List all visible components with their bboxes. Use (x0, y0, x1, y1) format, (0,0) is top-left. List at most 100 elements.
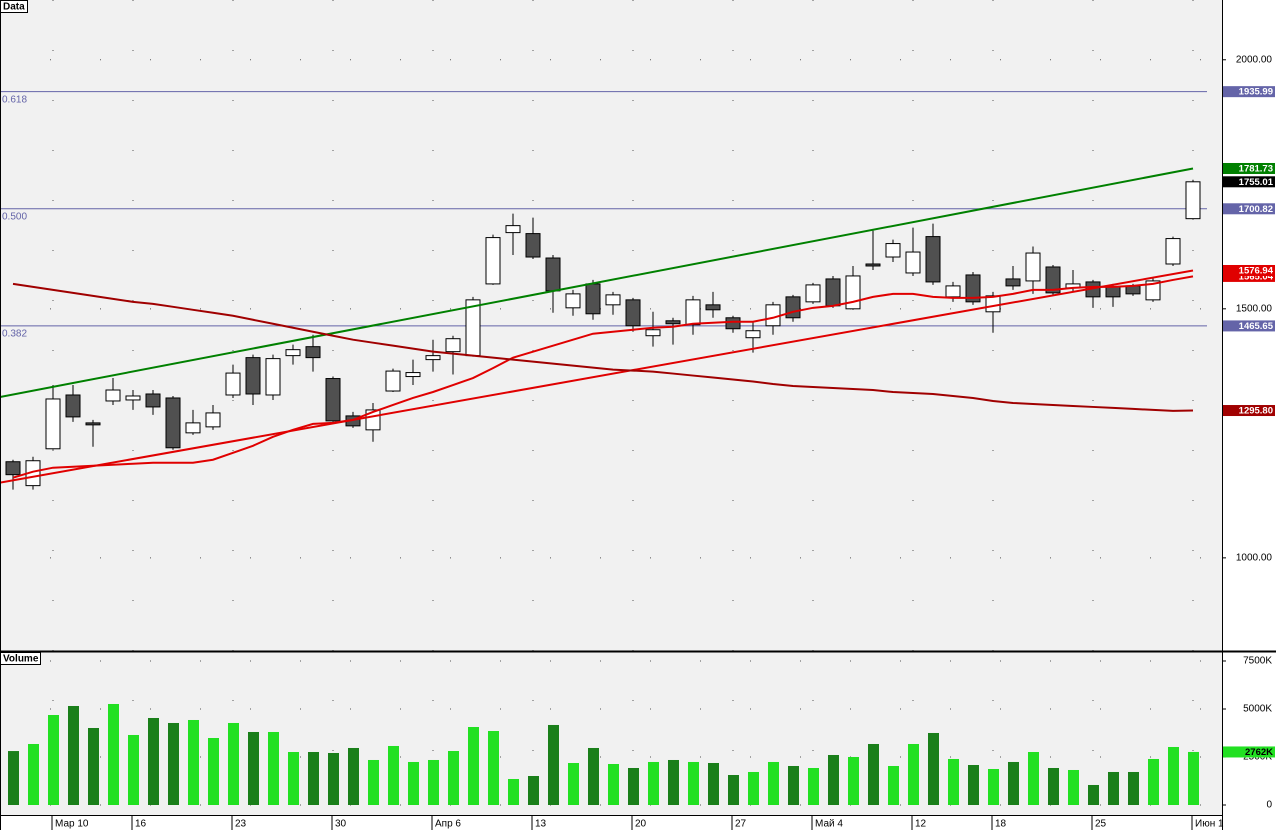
price-tag (1223, 162, 1275, 174)
candle-body (725, 317, 741, 330)
x-tick-label: 27 (735, 819, 747, 830)
x-tick-label: 12 (915, 819, 927, 830)
x-tick-label: 25 (1095, 819, 1107, 830)
price-tag-label: 1700.82 (1239, 204, 1273, 215)
volume-bar (668, 759, 679, 805)
trendline (0, 167, 1194, 398)
candle-body (1005, 278, 1021, 287)
candle-body (885, 243, 901, 258)
volume-bar (448, 751, 459, 805)
x-tick-label: 30 (335, 819, 347, 830)
candle-body (265, 358, 281, 396)
candle-body (685, 299, 701, 326)
candle-body (965, 274, 981, 303)
x-tick-label: 20 (635, 819, 647, 830)
price-tag (1223, 264, 1275, 276)
volume-bar (408, 761, 419, 805)
volume-bar (128, 734, 139, 805)
volume-bar (48, 714, 59, 805)
volume-bar (868, 743, 879, 805)
candle-body (485, 237, 501, 285)
candle-body (125, 395, 141, 401)
volume-bar (988, 768, 999, 805)
x-tick-label: Май 4 (815, 819, 843, 830)
volume-bar (1188, 751, 1199, 805)
price-tag (1223, 405, 1275, 417)
volume-bar (168, 722, 179, 805)
price-tag (1223, 203, 1275, 215)
candle-body (665, 320, 681, 325)
volume-bar (1008, 761, 1019, 805)
candle-body (545, 257, 561, 292)
candle-body (385, 370, 401, 392)
volume-bar (28, 743, 39, 805)
volume-bar (628, 767, 639, 805)
candle-body (645, 329, 661, 337)
candle-body (65, 394, 81, 418)
volume-bar (148, 717, 159, 805)
volume-bar (1068, 769, 1079, 805)
candle-body (785, 296, 801, 319)
candle-body (325, 378, 341, 422)
candle-body (1025, 252, 1041, 282)
candle-body (85, 422, 101, 426)
candle-body (865, 263, 881, 267)
volume-bar (888, 765, 899, 805)
level-label: 0.382 (2, 329, 27, 340)
volume-bar (328, 752, 339, 805)
y-tick-label: 2000.00 (1236, 54, 1273, 65)
candle-body (745, 330, 761, 339)
y-tick-label: 7500K (1243, 656, 1272, 667)
volume-bar (108, 703, 119, 805)
volume-bar (908, 743, 919, 805)
volume-bar (1148, 758, 1159, 805)
volume-bar (528, 776, 539, 805)
candle-body (925, 236, 941, 283)
volume-bar (1048, 767, 1059, 805)
volume-bar (68, 705, 79, 805)
panel-title-box (0, 0, 28, 13)
candle-body (945, 285, 961, 298)
candle-body (845, 275, 861, 310)
price-tag-label: 1755.01 (1239, 177, 1274, 188)
y-tick-label: 1000.00 (1236, 552, 1273, 563)
volume-bar (188, 719, 199, 805)
volume-bar (1108, 771, 1119, 805)
x-tick-label: 16 (135, 819, 147, 830)
volume-bar (1128, 771, 1139, 805)
price-tag (1223, 86, 1275, 98)
price-tag (1223, 270, 1275, 282)
volume-bar (368, 759, 379, 805)
volume-bar (828, 754, 839, 805)
level-label: 0.618 (2, 94, 27, 105)
candle-body (145, 393, 161, 408)
date-strip (0, 815, 1222, 830)
candle-body (605, 294, 621, 306)
candle-body (105, 389, 121, 402)
price-tag-label: 1781.73 (1239, 164, 1273, 175)
candle-body (165, 397, 181, 449)
volume-bar (1088, 784, 1099, 805)
candle-body (565, 293, 581, 309)
candle-body (1045, 266, 1061, 294)
price-tag-label: 1565.04 (1239, 271, 1274, 282)
volume-bar (488, 730, 499, 805)
volume-bar (808, 767, 819, 805)
volume-bar (848, 756, 859, 805)
candle-body (305, 346, 321, 359)
volume-bar (728, 775, 739, 805)
price-tag (1223, 320, 1275, 332)
y-tick-label: 0 (1266, 800, 1272, 811)
moving-average (12, 282, 1194, 412)
volume-bar (648, 761, 659, 805)
price-tag-label: 1935.99 (1239, 87, 1273, 98)
candle-body (405, 372, 421, 378)
volume-bar (608, 764, 619, 805)
candle-body (1165, 238, 1181, 265)
candle-body (985, 295, 1001, 313)
candle-body (1185, 181, 1201, 220)
candle-body (225, 372, 241, 396)
x-tick-label: 18 (995, 819, 1007, 830)
candle-body (1145, 280, 1161, 301)
